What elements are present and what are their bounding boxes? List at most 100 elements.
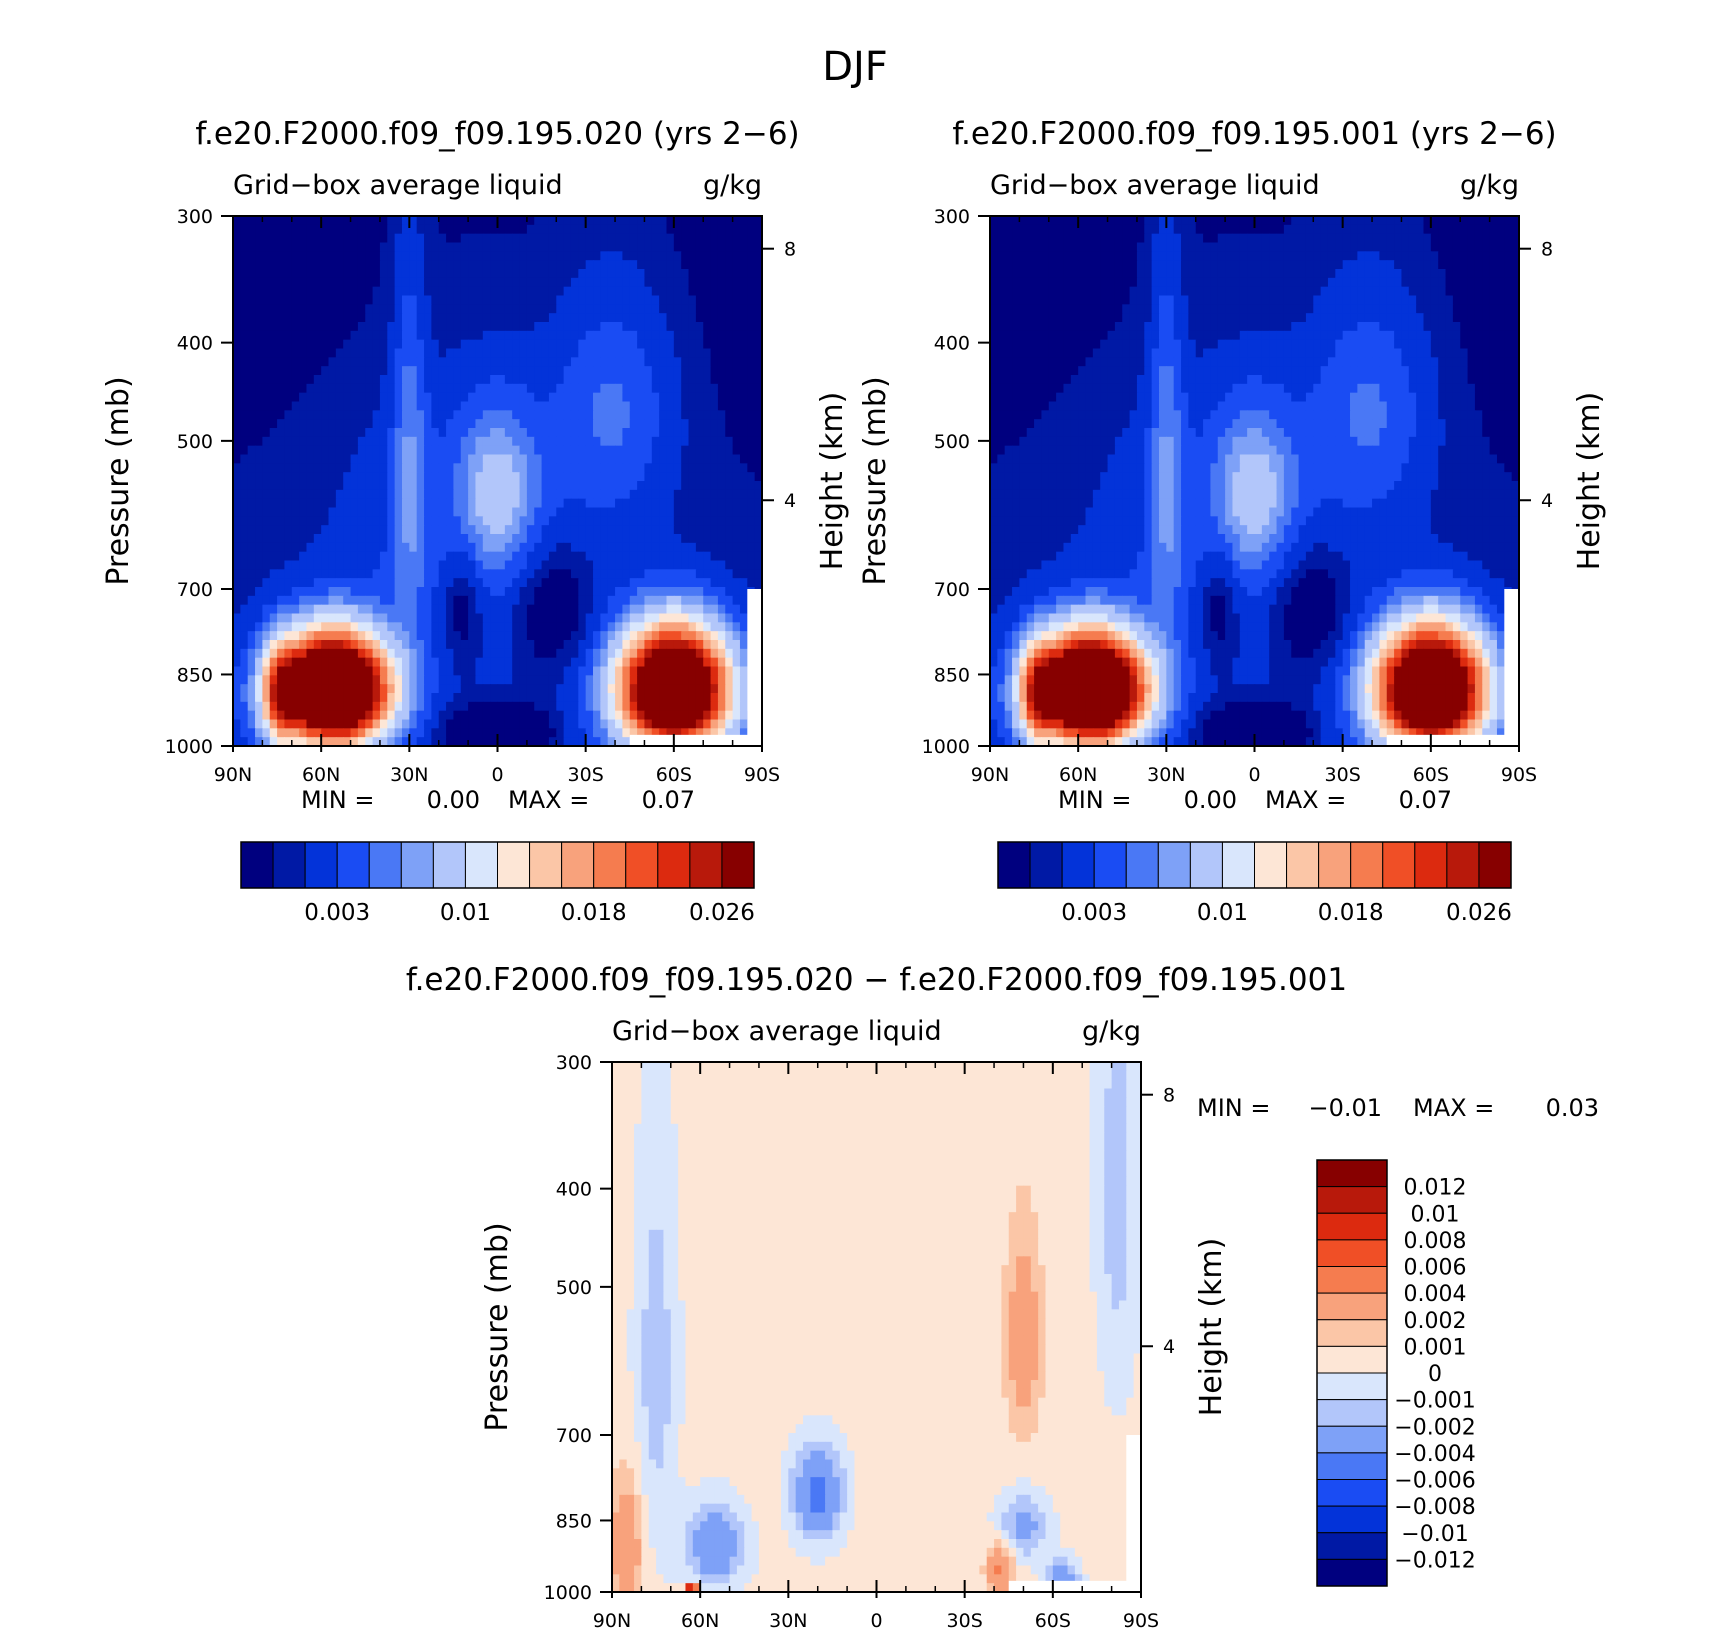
- heatmap-cell: [269, 392, 278, 403]
- heatmap-cell: [482, 277, 491, 288]
- heatmap-cell: [394, 728, 403, 738]
- heatmap-cell: [593, 640, 601, 650]
- heatmap-cell: [504, 436, 513, 447]
- heatmap-cell: [379, 224, 388, 235]
- heatmap-cell: [306, 542, 315, 553]
- heatmap-cell: [446, 251, 455, 261]
- heatmap-cell: [306, 419, 315, 429]
- heatmap-cell: [666, 595, 675, 606]
- heatmap-cell: [482, 401, 491, 411]
- heatmap-cell: [556, 242, 565, 252]
- heatmap-cell: [725, 428, 734, 438]
- heatmap-cell: [593, 631, 601, 641]
- heatmap-cell: [681, 445, 690, 456]
- heatmap-cell: [291, 498, 300, 509]
- heatmap-cell: [637, 648, 646, 659]
- heatmap-cell: [504, 322, 513, 332]
- heatmap-cell: [710, 251, 719, 261]
- heatmap-cell: [1386, 251, 1395, 261]
- heatmap-cell: [468, 648, 477, 659]
- heatmap-cell: [585, 648, 594, 659]
- heatmap-cell: [593, 737, 601, 747]
- heatmap-cell: [424, 534, 432, 544]
- heatmap-cell: [446, 366, 455, 376]
- heatmap-cell: [578, 640, 587, 650]
- heatmap-cell: [372, 666, 381, 676]
- heatmap-cell: [607, 454, 616, 464]
- heatmap-cell: [468, 286, 477, 297]
- heatmap-cell: [1423, 233, 1432, 244]
- heatmap-cell: [299, 719, 308, 729]
- heatmap-cell: [335, 454, 344, 464]
- heatmap-cell: [328, 675, 337, 685]
- heatmap-cell: [504, 251, 513, 261]
- heatmap-cell: [291, 322, 300, 332]
- heatmap-cell: [482, 640, 491, 650]
- heatmap-cell: [1056, 269, 1065, 279]
- heatmap-cell: [438, 516, 447, 526]
- heatmap-cell: [739, 436, 748, 447]
- heatmap-cell: [255, 269, 263, 279]
- heatmap-cell: [453, 710, 462, 721]
- heatmap-cell: [622, 216, 631, 226]
- heatmap-cell: [563, 516, 572, 526]
- heatmap-cell: [1136, 277, 1145, 288]
- heatmap-cell: [666, 675, 675, 685]
- heatmap-cell: [468, 684, 477, 694]
- heatmap-cell: [497, 701, 506, 712]
- heatmap-cell: [306, 313, 315, 323]
- heatmap-cell: [438, 454, 447, 464]
- heatmap-cell: [534, 631, 543, 641]
- heatmap-cell: [416, 551, 425, 562]
- heatmap-cell: [365, 613, 374, 623]
- heatmap-cell: [335, 560, 344, 570]
- heatmap-cell: [747, 322, 756, 332]
- heatmap-cell: [468, 410, 477, 420]
- heatmap-cell: [600, 419, 609, 429]
- heatmap-cell: [247, 216, 256, 226]
- heatmap-cell: [284, 542, 293, 553]
- heatmap-cell: [453, 463, 462, 473]
- heatmap-cell: [284, 401, 293, 411]
- heatmap-cell: [284, 498, 293, 509]
- heatmap-cell: [629, 419, 638, 429]
- heatmap-cell: [732, 710, 741, 721]
- heatmap-cell: [416, 578, 425, 588]
- heatmap-cell: [710, 233, 719, 244]
- heatmap-cell: [277, 728, 286, 738]
- heatmap-cell: [541, 728, 550, 738]
- heatmap-cell: [284, 640, 293, 650]
- heatmap-cell: [1394, 269, 1403, 279]
- heatmap-cell: [255, 242, 263, 252]
- heatmap-cell: [681, 286, 690, 297]
- heatmap-cell: [482, 675, 491, 685]
- heatmap-cell: [578, 216, 587, 226]
- heatmap-cell: [438, 657, 447, 668]
- heatmap-cell: [438, 498, 447, 509]
- heatmap-cell: [651, 666, 660, 676]
- heatmap-cell: [1092, 269, 1101, 279]
- heatmap-cell: [446, 286, 455, 297]
- heatmap-cell: [548, 498, 557, 509]
- heatmap-cell: [401, 383, 410, 394]
- heatmap-cell: [372, 445, 381, 456]
- heatmap-cell: [299, 428, 308, 438]
- heatmap-cell: [475, 701, 484, 712]
- heatmap-cell: [585, 472, 594, 482]
- heatmap-cell: [233, 330, 241, 341]
- heatmap-cell: [600, 216, 609, 226]
- heatmap-cell: [247, 507, 256, 517]
- heatmap-cell: [725, 560, 734, 570]
- heatmap-cell: [600, 366, 609, 376]
- heatmap-cell: [651, 587, 660, 597]
- heatmap-cell: [350, 525, 359, 535]
- heatmap-cell: [247, 737, 256, 747]
- heatmap-cell: [313, 330, 322, 341]
- heatmap-cell: [512, 595, 521, 606]
- heatmap-cell: [710, 472, 719, 482]
- heatmap-cell: [438, 675, 447, 685]
- heatmap-cell: [247, 366, 256, 376]
- heatmap-cell: [695, 242, 704, 252]
- heatmap-cell: [1261, 260, 1270, 270]
- heatmap-cell: [570, 322, 579, 332]
